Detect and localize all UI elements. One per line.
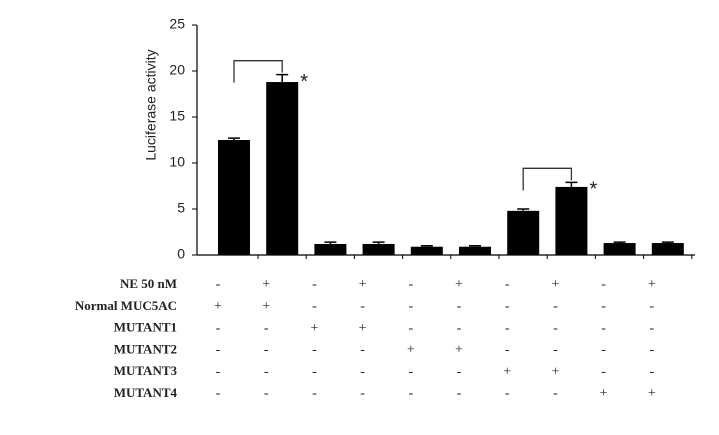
row-cell: - (264, 321, 269, 336)
error-bar (276, 73, 289, 83)
row-label: MUTANT3 (114, 363, 178, 378)
y-tick-label: 15 (169, 108, 185, 124)
row-cell: - (312, 277, 317, 292)
row-cell: - (264, 364, 269, 379)
row-label: MUTANT4 (114, 385, 178, 400)
row-cell: - (601, 321, 606, 336)
row-cell: - (553, 386, 558, 401)
row-cell: + (359, 277, 367, 292)
y-tick-label: 5 (177, 200, 185, 216)
row-label: MUTANT2 (114, 341, 177, 356)
row-cell: - (360, 364, 365, 379)
bar (603, 243, 636, 255)
row-cell: + (551, 277, 559, 292)
bar (314, 243, 347, 255)
bar (218, 140, 250, 255)
row-cell: - (408, 386, 413, 401)
bar (651, 243, 684, 255)
error-bar (324, 241, 337, 244)
row-cell: - (505, 321, 510, 336)
error-bar (565, 181, 578, 187)
error-bar (613, 241, 626, 244)
row-cell: - (457, 386, 462, 401)
row-cell: - (360, 386, 365, 401)
error-bar (228, 137, 240, 140)
significance-label: * (590, 179, 598, 201)
row-cell: - (505, 299, 510, 314)
bar (507, 210, 540, 255)
row-cell: - (312, 299, 317, 314)
row-cell: - (264, 343, 269, 358)
row-cell: - (601, 364, 606, 379)
row-cell: - (601, 343, 606, 358)
row-label: NE 50 nM (120, 276, 177, 291)
row-cell: + (359, 321, 367, 336)
row-cell: - (408, 299, 413, 314)
row-cell: - (553, 321, 558, 336)
row-cell: - (601, 277, 606, 292)
row-label: Normal MUC5AC (75, 298, 177, 313)
row-cell: - (408, 277, 413, 292)
row-cell: - (553, 343, 558, 358)
bar (459, 246, 491, 255)
y-axis-label: Luciferase activity (143, 49, 159, 160)
significance-bracket (233, 60, 283, 83)
row-cell: + (455, 343, 463, 358)
y-tick-label: 0 (177, 246, 185, 262)
error-bar (420, 245, 433, 247)
row-cell: - (312, 343, 317, 358)
row-cell: - (505, 277, 510, 292)
bar (555, 186, 588, 255)
row-cell: - (457, 364, 462, 379)
row-cell: - (457, 321, 462, 336)
row-cell: - (649, 321, 654, 336)
error-bar (661, 241, 674, 244)
bar (362, 243, 395, 255)
row-cell: + (648, 277, 656, 292)
row-cell: - (505, 343, 510, 358)
row-cell: - (216, 386, 221, 401)
bar (410, 246, 443, 255)
row-cell: - (360, 343, 365, 358)
row-cell: - (553, 299, 558, 314)
row-cell: + (407, 343, 415, 358)
row-cell: - (601, 299, 606, 314)
error-bar (469, 245, 481, 247)
bar (266, 82, 299, 255)
row-cell: - (216, 343, 221, 358)
row-cell: + (503, 364, 511, 379)
error-bar (517, 208, 530, 211)
row-cell: + (455, 277, 463, 292)
row-cell: - (360, 299, 365, 314)
error-bar (372, 241, 385, 244)
row-cell: - (505, 386, 510, 401)
row-label: MUTANT1 (114, 320, 177, 335)
row-cell: + (262, 277, 270, 292)
y-tick-label: 10 (169, 154, 185, 170)
row-cell: + (600, 386, 608, 401)
row-cell: - (216, 364, 221, 379)
row-cell: - (649, 343, 654, 358)
significance-label: * (300, 71, 308, 93)
row-cell: - (649, 299, 654, 314)
significance-bracket (522, 167, 573, 191)
row-cell: - (649, 364, 654, 379)
row-cell: + (551, 364, 559, 379)
row-cell: + (310, 321, 318, 336)
row-cell: - (408, 364, 413, 379)
row-cell: + (262, 299, 270, 314)
row-cell: - (457, 299, 462, 314)
row-cell: - (408, 321, 413, 336)
row-cell: + (214, 299, 222, 314)
row-cell: - (216, 321, 221, 336)
y-tick-label: 20 (169, 62, 185, 78)
y-tick-label: 25 (169, 16, 185, 32)
row-cell: - (312, 386, 317, 401)
row-cell: - (312, 364, 317, 379)
row-cell: - (264, 386, 269, 401)
row-cell: - (216, 277, 221, 292)
row-cell: + (648, 386, 656, 401)
